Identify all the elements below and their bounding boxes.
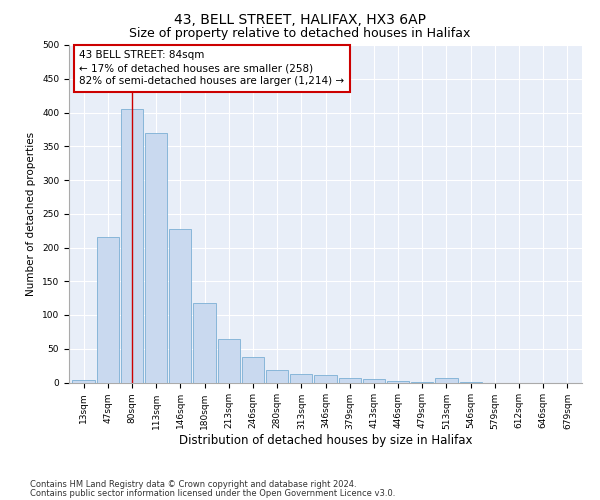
Text: 43, BELL STREET, HALIFAX, HX3 6AP: 43, BELL STREET, HALIFAX, HX3 6AP [174, 12, 426, 26]
Bar [242, 357, 264, 382]
Bar [363, 379, 385, 382]
Bar [121, 109, 143, 382]
Text: Contains HM Land Registry data © Crown copyright and database right 2024.: Contains HM Land Registry data © Crown c… [30, 480, 356, 489]
Bar [314, 375, 337, 382]
Bar [193, 303, 215, 382]
Bar [145, 132, 167, 382]
Bar [218, 338, 240, 382]
Text: Contains public sector information licensed under the Open Government Licence v3: Contains public sector information licen… [30, 490, 395, 498]
Text: Size of property relative to detached houses in Halifax: Size of property relative to detached ho… [130, 28, 470, 40]
Y-axis label: Number of detached properties: Number of detached properties [26, 132, 37, 296]
Bar [97, 238, 119, 382]
Bar [73, 380, 95, 382]
Bar [290, 374, 313, 382]
X-axis label: Distribution of detached houses by size in Halifax: Distribution of detached houses by size … [179, 434, 472, 447]
Text: 43 BELL STREET: 84sqm
← 17% of detached houses are smaller (258)
82% of semi-det: 43 BELL STREET: 84sqm ← 17% of detached … [79, 50, 344, 86]
Bar [436, 378, 458, 382]
Bar [266, 370, 288, 382]
Bar [169, 228, 191, 382]
Bar [387, 381, 409, 382]
Bar [338, 378, 361, 382]
